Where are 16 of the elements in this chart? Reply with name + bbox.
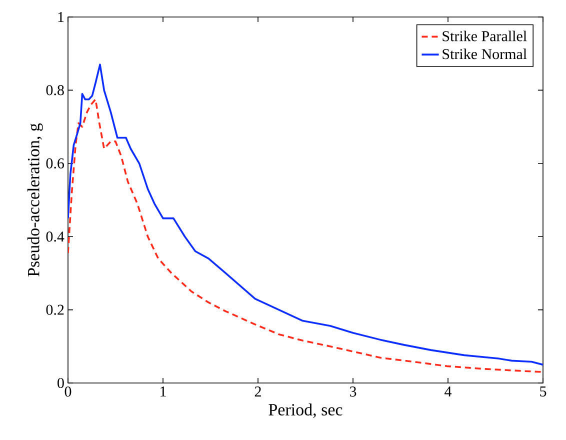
x-tick-label: 0 <box>64 386 72 397</box>
y-tick-label: 1 <box>58 12 64 22</box>
x-tick-label: 1 <box>160 386 166 396</box>
x-tick-label: 4 <box>444 386 452 396</box>
legend-label: Strike Parallel <box>442 30 527 42</box>
legend-label: Strike Normal <box>442 48 527 60</box>
y-axis-title: Pseudo-acceleration, g <box>27 123 43 276</box>
x-tick-label: 5 <box>540 386 546 396</box>
y-tick-label: 0.2 <box>46 304 64 315</box>
x-tick-label: 3 <box>350 386 356 397</box>
y-tick-label: 0.4 <box>46 232 64 242</box>
y-tick-label: 0 <box>58 378 64 388</box>
y-tick-label: 0.6 <box>46 158 64 169</box>
x-tick-label: 2 <box>254 386 261 396</box>
y-tick-label: 0.8 <box>46 85 64 96</box>
x-axis-title: Period, sec <box>268 404 342 418</box>
